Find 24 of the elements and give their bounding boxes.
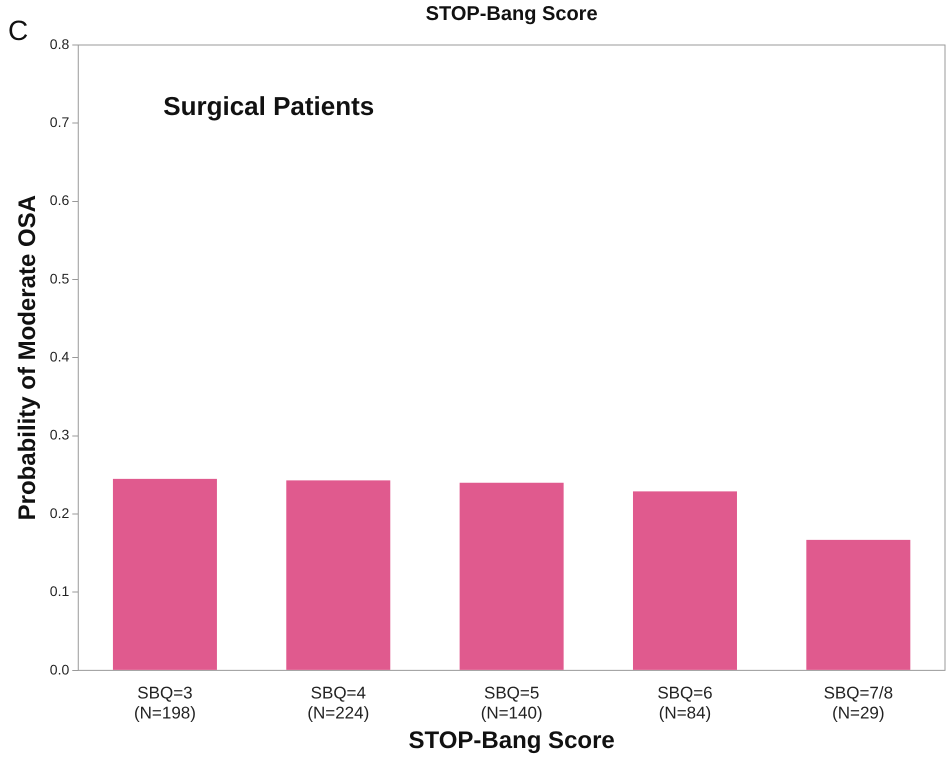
y-tick-label: 0.6 [50, 192, 70, 208]
y-tick-label: 0.1 [50, 583, 70, 600]
text: C [8, 15, 28, 46]
bar [460, 482, 564, 670]
bar [286, 480, 390, 670]
bar [112, 478, 217, 670]
y-tick-label: 0.7 [50, 114, 70, 130]
bar [806, 540, 910, 670]
y-axis-title: Probability of Moderate OSA [14, 195, 42, 520]
x-tick-label: SBQ=4 (N=224) [307, 683, 370, 723]
x-tick-label: SBQ=7/8 (N=29) [824, 683, 894, 723]
text: STOP-Bang Score [426, 3, 598, 25]
bar [632, 491, 737, 670]
y-tick-label: 0.5 [50, 270, 70, 286]
y-tick-label: 0.0 [50, 661, 70, 678]
x-tick-label: SBQ=6 (N=84) [657, 683, 713, 723]
x-tick-label: SBQ=5 (N=140) [480, 683, 543, 723]
y-tick-label: 0.3 [50, 426, 70, 443]
x-axis-title: STOP-Bang Score [408, 727, 615, 754]
x-tick-label: SBQ=3 (N=198) [134, 683, 196, 723]
y-tick-label: 0.2 [50, 504, 70, 521]
y-tick-label: 0.4 [50, 348, 70, 365]
text: Surgical Patients [163, 91, 374, 121]
y-tick-label: 0.8 [50, 36, 70, 52]
